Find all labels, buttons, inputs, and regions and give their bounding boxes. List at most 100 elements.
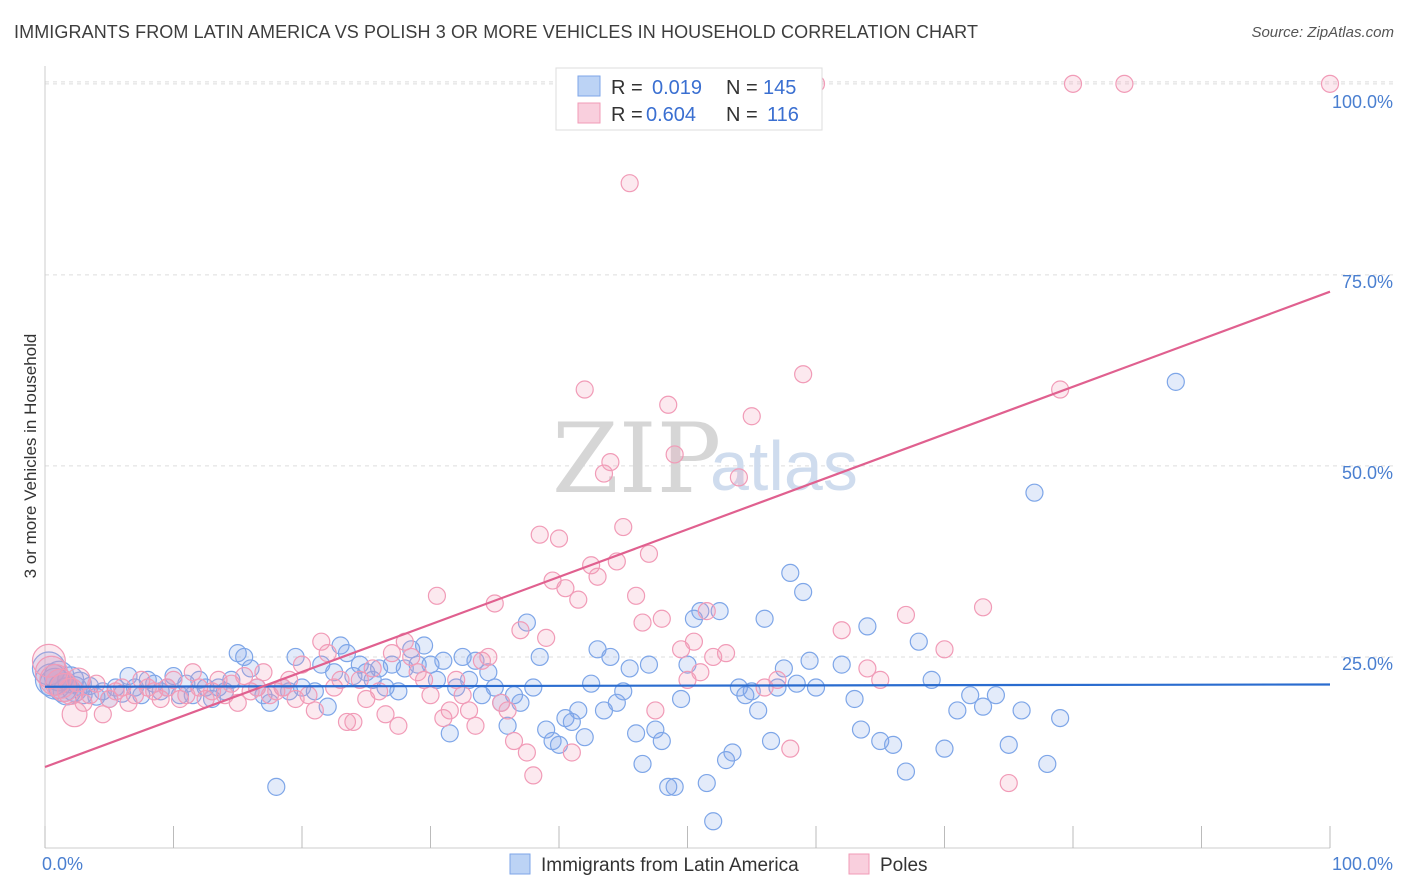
latin-america-point-129 xyxy=(896,762,916,781)
latin-america-point-133 xyxy=(948,701,967,720)
poles-point-64 xyxy=(434,708,453,728)
gridlines xyxy=(45,81,1395,658)
poles-point-71 xyxy=(479,647,498,667)
latin-america-point-100 xyxy=(665,777,684,796)
legend-n-value-2: 116 xyxy=(767,104,799,126)
poles-point-90 xyxy=(601,452,620,472)
poles-point-43 xyxy=(299,686,318,705)
latin-america-point-63 xyxy=(427,670,447,689)
poles-point-66 xyxy=(447,670,466,689)
poles-point-10 xyxy=(87,674,106,693)
poles-point-115 xyxy=(832,621,851,640)
latin-america-point-119 xyxy=(787,674,806,693)
poles-point-17 xyxy=(132,670,151,689)
poles-point-123 xyxy=(1063,74,1083,93)
latin-america-point-141 xyxy=(1051,708,1070,728)
poles-point-77 xyxy=(517,743,536,762)
poles-point-109 xyxy=(742,407,761,426)
poles-point-15 xyxy=(119,693,138,712)
poles-point-47 xyxy=(325,678,344,697)
poles-point-93 xyxy=(620,174,639,193)
latin-america-point-47 xyxy=(325,663,344,682)
latin-america-point-139 xyxy=(1025,483,1044,502)
poles-point-65 xyxy=(440,701,459,720)
poles-point-124 xyxy=(1115,74,1134,93)
latin-america-point-107 xyxy=(710,602,729,621)
poles-point-116 xyxy=(858,659,877,678)
latin-america-point-72 xyxy=(485,678,504,697)
latin-america-point-96 xyxy=(639,655,659,674)
latin-america-point-109 xyxy=(723,743,742,762)
latin-america-point-142 xyxy=(1166,372,1185,391)
watermark-zip: ZIP xyxy=(552,403,721,515)
poles-point-88 xyxy=(588,567,607,586)
poles-point-125 xyxy=(1320,74,1340,93)
latin-america-point-64 xyxy=(434,651,453,670)
bottom-legend-label-latin-america: Immigrants from Latin America xyxy=(541,855,799,876)
latin-america-point-98 xyxy=(652,731,671,751)
poles-point-108 xyxy=(729,468,749,487)
poles-point-96 xyxy=(639,544,659,563)
poles-point-100 xyxy=(665,445,684,464)
series-poles xyxy=(31,74,1340,793)
watermark-atlas: atlas xyxy=(710,427,858,505)
latin-america-point-136 xyxy=(986,686,1006,705)
latin-america-point-27 xyxy=(190,670,209,689)
latin-america-point-132 xyxy=(935,739,954,758)
poles-point-78 xyxy=(524,766,543,785)
poles-point-20 xyxy=(151,689,170,709)
latin-america-point-91 xyxy=(607,693,626,712)
legend-r-label-1: R = xyxy=(611,77,643,99)
latin-america-point-130 xyxy=(909,632,928,651)
poles-point-76 xyxy=(511,621,530,640)
poles-point-61 xyxy=(414,670,434,689)
poles-point-67 xyxy=(453,686,472,705)
latin-america-point-93 xyxy=(620,659,639,678)
poles-point-33 xyxy=(235,666,254,686)
poles-point-98 xyxy=(652,609,671,628)
poles-point-45 xyxy=(312,632,331,651)
latin-america-point-113 xyxy=(749,701,768,720)
poles-point-53 xyxy=(363,659,382,678)
poles-point-25 xyxy=(183,663,202,682)
latin-america-point-71 xyxy=(479,663,498,682)
latin-america-point-99 xyxy=(659,777,678,796)
poles-point-22 xyxy=(164,670,183,689)
latin-america-point-95 xyxy=(633,754,652,774)
poles-point-60 xyxy=(408,663,427,682)
poles-point-75 xyxy=(504,731,524,751)
poles-point-95 xyxy=(633,613,652,632)
latin-america-point-115 xyxy=(761,731,781,751)
latin-america-point-79 xyxy=(530,647,549,667)
latin-america-point-78 xyxy=(524,678,543,697)
poles-point-57 xyxy=(389,716,408,735)
poles-point-55 xyxy=(376,705,395,724)
poles-point-92 xyxy=(614,517,633,537)
chart-title: IMMIGRANTS FROM LATIN AMERICA VS POLISH … xyxy=(14,22,979,42)
poles-point-51 xyxy=(350,670,369,689)
poles-point-69 xyxy=(466,716,485,735)
latin-america-point-137 xyxy=(999,735,1018,754)
latin-america-point-120 xyxy=(794,582,813,602)
legend-swatch-poles xyxy=(577,102,601,124)
poles-point-79 xyxy=(530,525,549,544)
poles-point-104 xyxy=(691,663,710,682)
poles-point-48 xyxy=(331,670,350,689)
poles-point-105 xyxy=(697,602,716,621)
latin-america-point-138 xyxy=(1012,701,1031,720)
legend-n-value-1: 145 xyxy=(763,77,796,99)
legend-r-value-1: 0.019 xyxy=(652,77,702,99)
latin-america-point-90 xyxy=(601,647,620,667)
x-tick-label-0: 0.0% xyxy=(42,854,83,874)
poles-point-32 xyxy=(228,693,247,712)
latin-america-point-68 xyxy=(459,670,479,689)
poles-point-83 xyxy=(556,579,575,598)
poles-point-94 xyxy=(626,586,646,605)
latin-america-point-84 xyxy=(562,712,581,732)
trend-line-latin-america xyxy=(44,683,1331,688)
poles-point-63 xyxy=(427,586,447,605)
poles-point-82 xyxy=(549,529,569,548)
latin-america-point-80 xyxy=(537,720,556,739)
latin-america-point-125 xyxy=(851,720,871,739)
poles-point-59 xyxy=(402,647,421,667)
